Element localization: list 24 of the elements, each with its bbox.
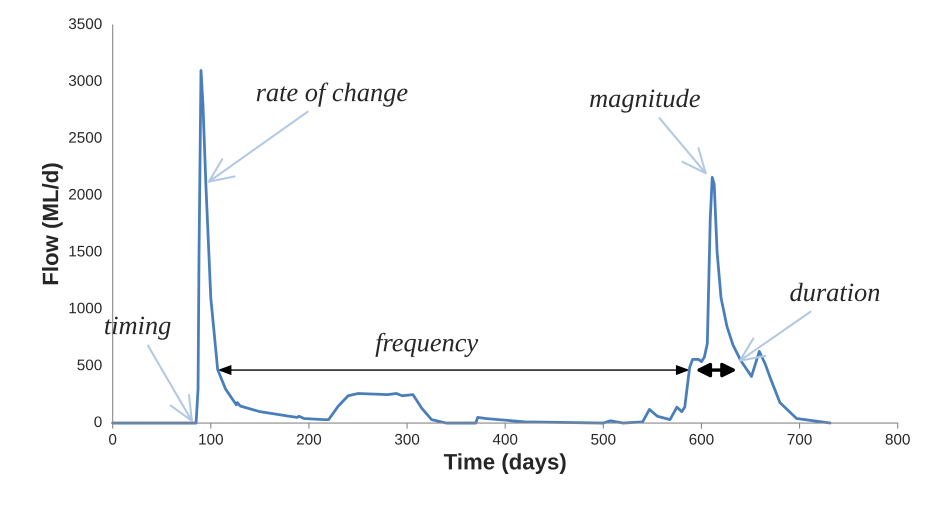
y-tick-label: 0	[94, 416, 102, 428]
x-tick-label: 200	[296, 434, 322, 445]
x-tick-label: 500	[591, 434, 616, 445]
x-tick-label: 800	[886, 434, 910, 445]
y-tick-label: 3000	[68, 75, 102, 86]
annotation: timing	[105, 316, 171, 340]
x-axis-title: Time (days)	[444, 453, 566, 474]
x-tick-label: 700	[788, 434, 812, 445]
x-tick-label: 400	[492, 434, 518, 445]
y-tick-label: 2000	[69, 188, 102, 200]
annotation: rate of change	[256, 82, 408, 107]
y-tick-label: 1500	[69, 246, 102, 257]
annotation: magnitude	[590, 88, 700, 113]
annotation: frequency	[375, 332, 478, 357]
x-tick-label: 600	[689, 434, 714, 445]
y-tick-label: 2500	[69, 132, 102, 143]
y-axis-title: Flow (ML/d)	[42, 163, 63, 284]
x-tick-label: 100	[199, 434, 223, 445]
y-tick-label: 3500	[68, 18, 102, 30]
y-tick-label: 1000	[69, 302, 102, 314]
x-tick-label: 300	[394, 434, 420, 445]
x-tick-label: 0	[109, 434, 116, 445]
annotation: duration	[790, 282, 880, 302]
y-tick-label: 500	[77, 359, 102, 370]
